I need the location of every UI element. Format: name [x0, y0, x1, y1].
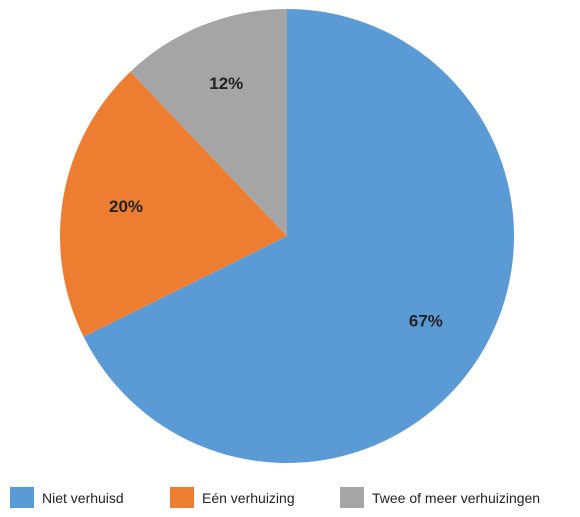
pie-slices: [59, 9, 515, 463]
pie-slice-3: [130, 9, 287, 236]
legend-item-een-verhuizing: Eén verhuizing: [170, 487, 295, 508]
pie-slice-1: [83, 9, 515, 463]
legend-label-niet-verhuisd: Niet verhuisd: [42, 489, 124, 506]
pie-slice-2: [59, 71, 288, 337]
legend-swatch-niet-verhuisd: [10, 487, 34, 508]
pie-labels: 67% 20% 12%: [109, 74, 443, 331]
legend-label-een-verhuizing: Eén verhuizing: [202, 489, 295, 506]
pie-slice-label-3: 12%: [209, 74, 243, 93]
chart-legend: Niet verhuisd Eén verhuizing Twee of mee…: [0, 487, 580, 511]
legend-item-niet-verhuisd: Niet verhuisd: [10, 487, 124, 508]
pie-chart: 67% 20% 12%: [59, 9, 515, 463]
pie-slice-label-2: 20%: [109, 197, 143, 216]
pie-slice-label-1: 67%: [409, 312, 443, 331]
legend-item-twee-of-meer: Twee of meer verhuizingen: [340, 487, 540, 508]
legend-label-twee-of-meer: Twee of meer verhuizingen: [372, 489, 541, 506]
legend-swatch-een-verhuizing: [170, 487, 194, 508]
legend-swatch-twee-of-meer: [340, 487, 364, 508]
